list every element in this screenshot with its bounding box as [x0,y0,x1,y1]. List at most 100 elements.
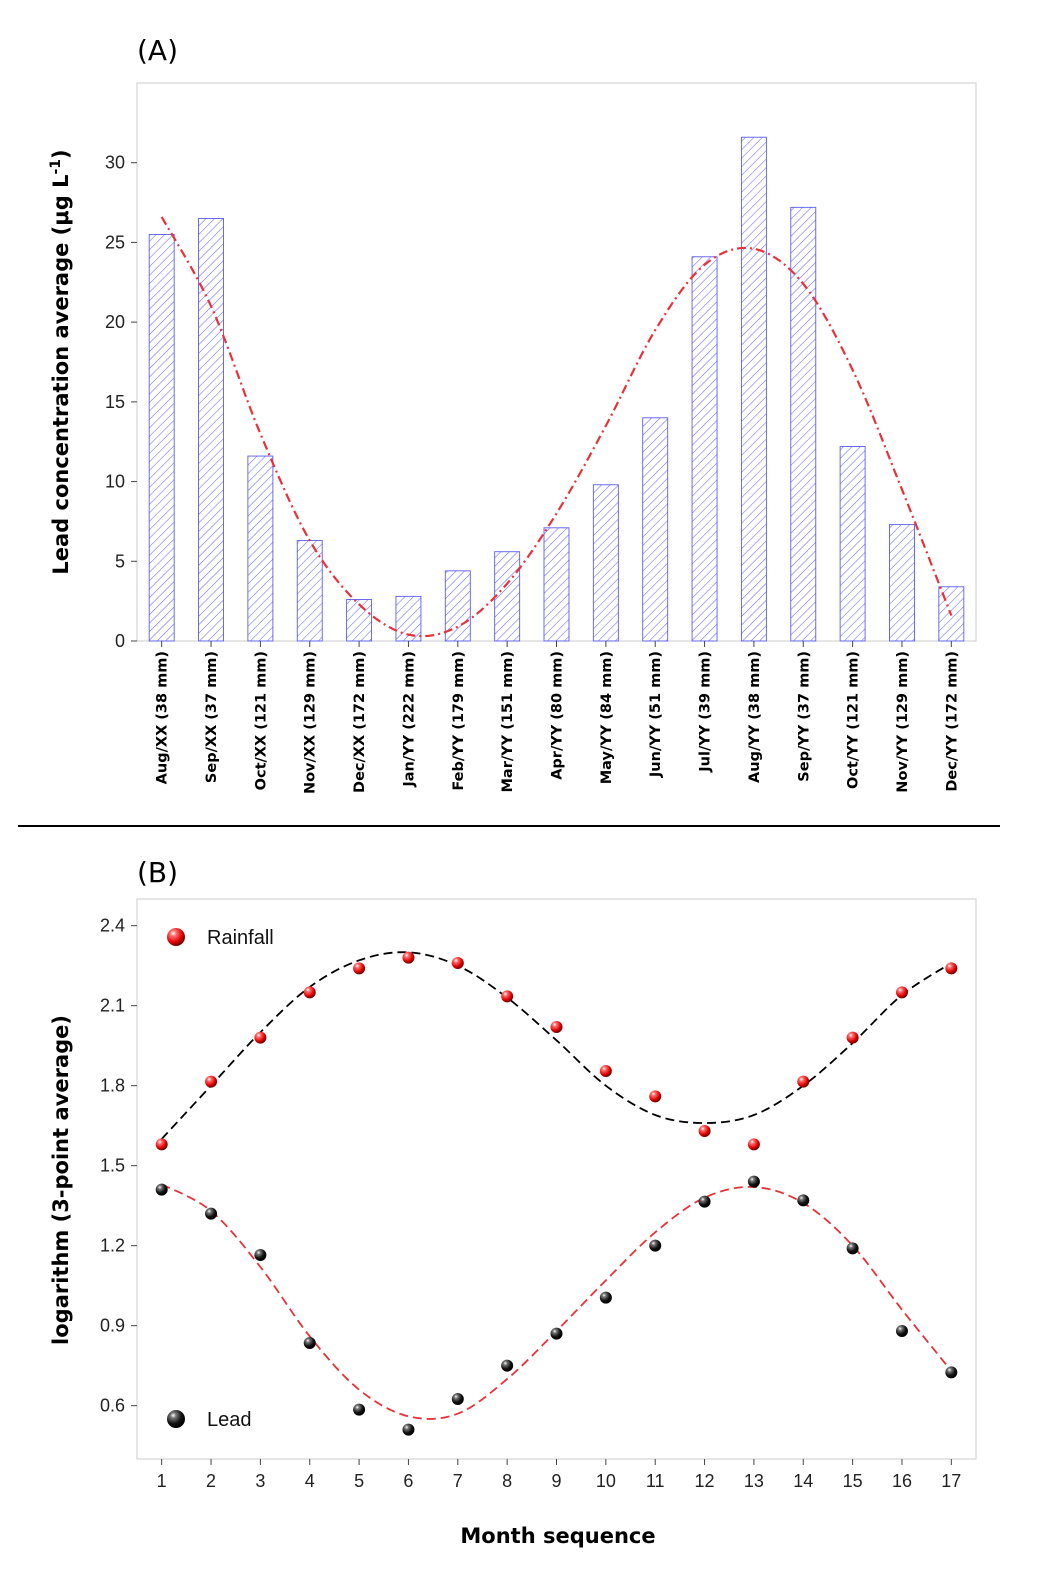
rainfall-point [402,951,415,964]
lead-point [895,1325,908,1337]
category-label: Nov/XX (129 mm) [303,651,319,794]
panel-b-scatter-chart: (B) 0.60.91.21.51.82.12.4 1 2 3 4 5 6 7 8 9 10 11 1… [49,856,977,1548]
lead-point [254,1249,267,1261]
x-tick-label: 11 [646,1471,665,1491]
y-tick-label: 10 [105,472,125,492]
panel-b-y-axis-title: logarithm (3-point average) [49,1015,73,1345]
category-label: Jul/YY (39 mm) [698,651,714,773]
legend-lead-label: Lead [207,1409,252,1431]
category-label: Sep/XX (37 mm) [204,651,220,783]
y-tick-label: 1.8 [100,1076,125,1096]
legend-rainfall-label: Rainfall [207,927,274,949]
lead-point [451,1393,464,1405]
category-label: Aug/XX (38 mm) [155,651,171,784]
lead-point [550,1327,563,1340]
bar-16 [889,524,915,642]
bar-9 [543,527,570,642]
rainfall-point [303,986,316,999]
x-tick-label: 17 [941,1471,961,1491]
rainfall-fit-line [161,951,952,1140]
x-tick-label: 4 [305,1471,315,1491]
bar-4 [296,540,323,642]
panel-a-bar-chart: (A) 0 5 10 15 20 25 30 Aug/XX (38 mm) Sep/XX (3… [48,34,977,794]
lead-trend-line [160,216,953,638]
rainfall-point [451,957,464,969]
rainfall-point [649,1090,662,1103]
rainfall-point [254,1031,267,1044]
rainfall-point [797,1075,810,1088]
lead-point [747,1175,760,1188]
lead-point [303,1337,316,1349]
lead-point [599,1291,612,1304]
rainfall-point [599,1065,612,1077]
rainfall-point [155,1138,168,1151]
x-tick-label: 1 [157,1471,167,1491]
x-tick-label: 9 [551,1471,561,1491]
panel-b-x-axis-title: Month sequence [460,1524,655,1548]
y-tick-label: 1.5 [100,1156,125,1176]
category-label: Feb/YY (179 mm) [451,651,467,791]
category-label: Oct/XX (121 mm) [253,651,269,790]
x-tick-label: 12 [695,1471,715,1491]
category-label: Sep/YY (37 mm) [796,651,812,782]
rainfall-point [501,990,514,1003]
bar-1 [148,234,175,642]
bar-13 [740,136,767,642]
x-tick-label: 13 [744,1471,764,1491]
lead-point [402,1423,415,1436]
category-label: Apr/YY (80 mm) [550,651,566,780]
bar-11 [642,417,669,642]
x-tick-label: 14 [793,1471,813,1491]
rainfall-point [550,1021,563,1033]
legend-lead-marker [167,1410,185,1428]
y-tick-label: 30 [105,153,125,173]
bar-8 [494,551,521,642]
lead-point [205,1207,218,1220]
lead-point [649,1239,662,1252]
bar-10 [592,484,619,642]
category-label: May/YY (84 mm) [599,651,615,784]
bar-14 [790,206,817,642]
category-label: Jun/YY (51 mm) [648,651,664,778]
legend-rainfall-marker [167,928,185,946]
rainfall-point [747,1138,760,1151]
x-tick-label: 2 [206,1471,216,1491]
x-tick-label: 10 [596,1471,616,1491]
x-tick-label: 6 [403,1471,413,1491]
bar-15 [839,446,866,642]
category-label: Dec/XX (172 mm) [352,651,368,793]
y-tick-label: 20 [105,312,125,332]
bar-7 [444,570,471,642]
bar-3 [247,455,274,642]
y-tick-label: 15 [105,392,125,412]
x-tick-label: 8 [502,1471,512,1491]
rainfall-point [945,962,958,975]
bar-2 [198,218,224,642]
lead-point [846,1242,859,1255]
bar-12 [691,256,718,642]
rainfall-point [846,1031,859,1044]
panel-a-y-axis-title-sup: -1 [48,159,64,175]
lead-point [353,1403,366,1416]
lead-point [501,1359,514,1372]
category-label: Aug/YY (38 mm) [747,651,763,783]
y-tick-label: 0 [115,631,125,651]
panel-b-label: (B) [137,856,178,889]
rainfall-point [895,986,908,999]
lead-point [797,1194,810,1207]
category-label: Mar/YY (151 mm) [500,651,516,793]
y-tick-label: 25 [105,232,125,252]
x-tick-label: 5 [354,1471,364,1491]
x-tick-label: 16 [892,1471,912,1491]
category-label: Dec/YY (172 mm) [944,651,960,792]
rainfall-point [205,1075,218,1088]
category-label: Nov/YY (129 mm) [895,651,911,793]
rainfall-point [698,1125,711,1137]
y-tick-label: 0.6 [100,1396,125,1416]
rainfall-point [353,962,366,975]
x-tick-label: 3 [255,1471,265,1491]
category-label: Oct/YY (121 mm) [846,651,862,789]
category-label: Jan/YY (222 mm) [401,651,417,788]
panel-a-y-axis-title-main: Lead concentration average (μg L [49,175,73,575]
